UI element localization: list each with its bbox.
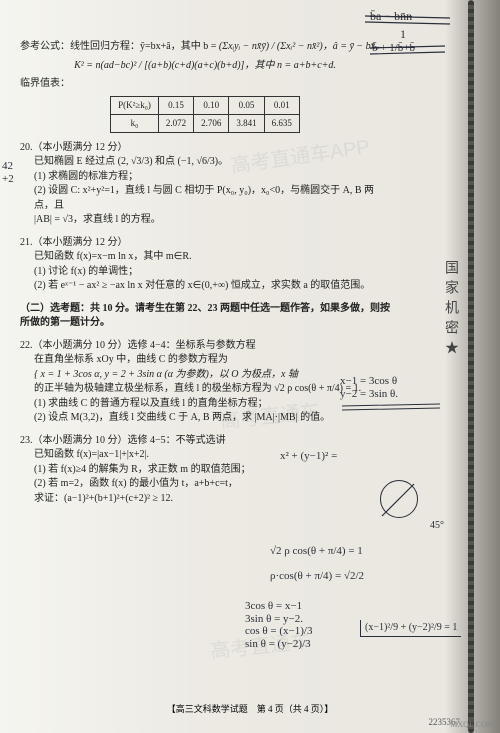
table-row: P(K²≥k₀) 0.15 0.10 0.05 0.01 [111, 96, 300, 114]
handwriting-polar1: √2 ρ cos(θ + π/4) = 1 [270, 545, 363, 558]
td-2072: 2.072 [158, 114, 193, 132]
ref-intro: 参考公式：线性回归方程：ŷ=bx+â，其中 b = [20, 41, 216, 52]
q23-line4: 求证：(a−1)²+(b+1)²+(c+2)² ≥ 12. [20, 492, 390, 507]
circle-diameter-icon [378, 480, 420, 522]
q20-line4: |AB| = √3，求直线 l 的方程。 [20, 213, 390, 228]
q22-line1: 在直角坐标系 xOy 中，曲线 C 的参数方程为 [20, 353, 390, 368]
q22-line2: 的正半轴为极轴建立极坐标系，直线 l 的极坐标方程为 √2 ρ cos(θ + … [20, 382, 390, 397]
printed-content: 参考公式：线性回归方程：ŷ=bx+â，其中 b = (Σxᵢyᵢ − nx̄ȳ)… [20, 0, 390, 506]
exam-page: 高考直通车APP 高考直通车 高考直通车 参考公式：线性回归方程：ŷ=bx+â，… [0, 0, 500, 733]
k2-formula-block: K² = n(ad−bc)² / [(a+b)(c+d)(a+c)(b+d)]，… [20, 59, 390, 74]
th-001: 0.01 [264, 96, 299, 114]
handwriting-trig-block: 3cos θ = x−1 3sin θ = y−2. cos θ = (x−1)… [245, 600, 312, 651]
strike-line-icon [340, 400, 450, 414]
handwriting-frac-box: (x−1)²/9 + (y−2)²/9 = 1 [360, 620, 461, 637]
q23-title: 23.（本小题满分 10 分）选修 4−5：不等式选讲 [20, 434, 390, 449]
table-row: k₀ 2.072 2.706 3.841 6.635 [111, 114, 300, 132]
binding-cord [468, 0, 474, 733]
question-23: 23.（本小题满分 10 分）选修 4−5：不等式选讲 已知函数 f(x)=|a… [20, 434, 390, 507]
th-pk: P(K²≥k₀) [111, 96, 159, 114]
handwriting-angle: 45° [430, 520, 444, 532]
q22-param: { x = 1 + 3cos α, y = 2 + 3sin α (α 为参数)… [20, 368, 390, 383]
q22-title: 22.（本小题满分 10 分）选修 4−4：坐标系与参数方程 [20, 339, 390, 354]
q20-title: 20.（本小题满分 12 分） [20, 141, 390, 156]
q22-line4: (2) 设点 M(3,2)，直线 l 交曲线 C 于 A, B 两点，求 |MA… [20, 411, 390, 426]
q23-line3: (2) 若 m=2，函数 f(x) 的最小值为 t，a+b+c=t， [20, 477, 390, 492]
q22-line3: (1) 求曲线 C 的普通方程以及直线 l 的直角坐标方程； [20, 397, 390, 412]
q21-line2: (1) 讨论 f(x) 的单调性； [20, 265, 390, 280]
th-005: 0.05 [229, 96, 264, 114]
th-015: 0.15 [158, 96, 193, 114]
handwriting-sq-note: x² + (y−1)² = [280, 450, 337, 463]
table-label: 临界值表： [20, 77, 390, 92]
q23-line2: (1) 若 f(x)≥4 的解集为 R，求正数 m 的取值范围； [20, 463, 390, 478]
question-20: 20.（本小题满分 12 分） 已知椭圆 E 经过点 (2, √3/3) 和点 … [20, 141, 390, 228]
q20-line1: 已知椭圆 E 经过点 (2, √3/3) 和点 (−1, √6/3)。 [20, 155, 390, 170]
section-ii: （二）选考题：共 10 分。请考生在第 22、23 两题中任选一题作答，如果多做… [20, 302, 390, 331]
vertical-label: 国家机密★ [440, 260, 460, 360]
q21-title: 21.（本小题满分 12 分） [20, 236, 390, 251]
handwriting-xy-note: x−1 = 3cos θ y−2 = 3sin θ. [340, 375, 398, 400]
handwriting-polar2: ρ·cos(θ + π/4) = √2/2 [270, 570, 364, 583]
k2-label: K² = [74, 60, 93, 71]
q21-line1: 已知函数 f(x)=x−m ln x，其中 m∈R. [20, 250, 390, 265]
page-footer: 【高三文科数学试题 第 4 页（共 4 页）】 [0, 702, 500, 715]
q20-line3: (2) 设圆 C: x²+y²=1，直线 l 与圆 C 相切于 P(x₀, y₀… [20, 184, 390, 213]
question-22: 22.（本小题满分 10 分）选修 4−4：坐标系与参数方程 在直角坐标系 xO… [20, 339, 390, 426]
k2-formula: n(ad−bc)² / [(a+b)(c+d)(a+c)(b+d)]，其中 n … [96, 60, 336, 71]
critical-value-table: P(K²≥k₀) 0.15 0.10 0.05 0.01 k₀ 2.072 2.… [110, 96, 300, 133]
td-6635: 6.635 [264, 114, 299, 132]
td-2706: 2.706 [194, 114, 229, 132]
td-3841: 3.841 [229, 114, 264, 132]
td-k0: k₀ [111, 114, 159, 132]
q20-line2: (1) 求椭圆的标准方程； [20, 170, 390, 185]
handwriting-left-note: 42 +2 [2, 160, 14, 185]
source-url: MXQE.COM [450, 720, 494, 729]
section-ii-text: （二）选考题：共 10 分。请考生在第 22、23 两题中任选一题作答，如果多做… [20, 302, 390, 331]
q21-line3: (2) 若 eˣ⁻¹ − ax² ≥ −ax ln x 对任意的 x∈(0,+∞… [20, 279, 390, 294]
scribble-strokes-icon [360, 6, 460, 66]
th-010: 0.10 [194, 96, 229, 114]
question-21: 21.（本小题满分 12 分） 已知函数 f(x)=x−m ln x，其中 m∈… [20, 236, 390, 294]
reference-formula-line: 参考公式：线性回归方程：ŷ=bx+â，其中 b = (Σxᵢyᵢ − nx̄ȳ)… [20, 40, 390, 55]
